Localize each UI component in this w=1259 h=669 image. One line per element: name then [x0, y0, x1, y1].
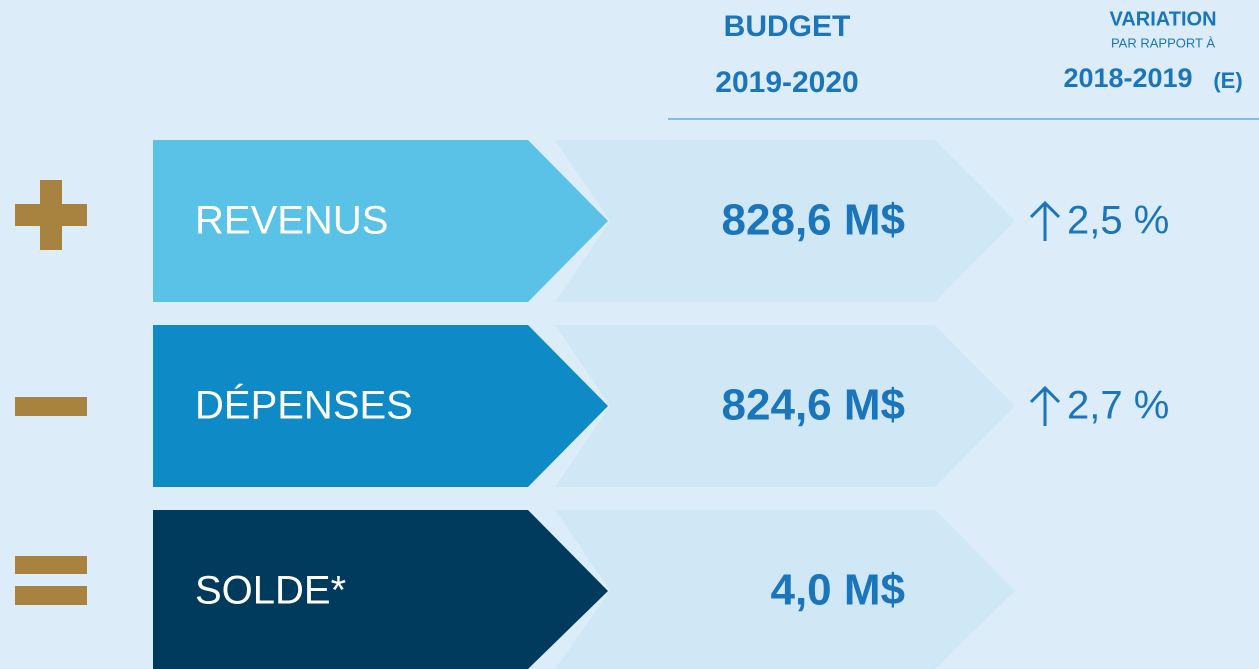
value-chevron: [555, 510, 1015, 669]
label-arrow: [153, 510, 608, 669]
row-amount: 4,0 M$: [770, 566, 905, 615]
row-label: REVENUS: [195, 199, 388, 243]
value-chevron: [555, 140, 1015, 302]
up-arrow: [1029, 385, 1061, 426]
row-variation: 2,7 %: [1067, 384, 1169, 428]
row-amount: 828,6 M$: [722, 196, 905, 245]
row-variation: 2,5 %: [1067, 199, 1169, 243]
equals-icon: [15, 556, 87, 605]
variation-header: VARIATION: [1109, 8, 1216, 30]
budget-period: 2019-2020: [715, 66, 858, 99]
label-arrow: [153, 140, 608, 302]
variation-note: (E): [1213, 68, 1242, 93]
row-amount: 824,6 M$: [722, 381, 905, 430]
value-chevron: [555, 325, 1015, 487]
row-label: SOLDE*: [195, 569, 346, 613]
label-arrow: [153, 325, 608, 487]
variation-period: 2018-2019: [1063, 63, 1192, 93]
plus-icon: [15, 180, 87, 250]
budget-header: BUDGET: [724, 10, 851, 43]
variation-sub: PAR RAPPORT À: [1111, 35, 1215, 50]
row-label: DÉPENSES: [195, 383, 413, 428]
minus-icon: [15, 397, 87, 416]
up-arrow: [1029, 200, 1061, 241]
